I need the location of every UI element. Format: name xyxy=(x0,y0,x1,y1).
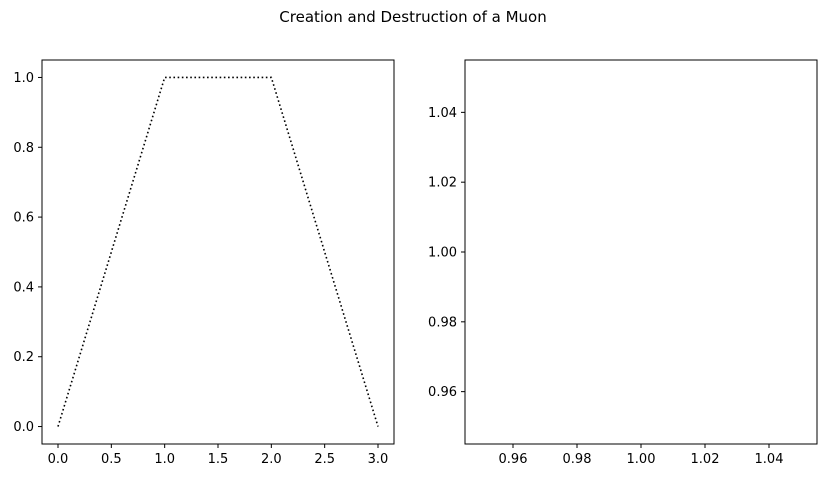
figure-suptitle: Creation and Destruction of a Muon xyxy=(279,8,546,26)
left-x-tick-label: 0.5 xyxy=(101,452,122,467)
right-axes-frame xyxy=(464,59,818,445)
left-y-tick-label: 0.0 xyxy=(13,420,34,435)
left-x-tick-label: 0.0 xyxy=(48,452,69,467)
left-axes-y-ticks: 0.0 0.2 0.4 0.6 0.8 1.0 xyxy=(13,71,42,435)
right-y-tick-label: 1.02 xyxy=(428,176,457,191)
right-axes-x-ticks: 0.96 0.98 1.00 1.02 1.04 xyxy=(499,444,784,467)
left-x-tick-label: 1.5 xyxy=(208,452,229,467)
right-y-tick-label: 0.98 xyxy=(428,315,457,330)
left-y-tick-label: 0.2 xyxy=(13,350,34,365)
right-x-tick-label: 0.96 xyxy=(499,452,528,467)
right-x-tick-label: 0.98 xyxy=(563,452,592,467)
left-axes-frame xyxy=(41,59,395,445)
left-y-tick-label: 0.6 xyxy=(13,211,34,226)
left-x-tick-label: 2.5 xyxy=(314,452,335,467)
right-axes: 0.96 0.98 1.00 1.02 1.04 0.96 0.98 1.00 1.02 1.0… xyxy=(428,59,818,467)
right-x-tick-label: 1.00 xyxy=(627,452,656,467)
left-series-line-0 xyxy=(57,76,379,427)
right-x-tick-label: 1.04 xyxy=(755,452,784,467)
left-axes-x-ticks: 0.0 0.5 1.0 1.5 2.0 2.5 3.0 xyxy=(48,444,389,467)
left-x-tick-label: 1.0 xyxy=(154,452,175,467)
left-y-tick-label: 0.8 xyxy=(13,141,34,156)
right-y-tick-label: 1.00 xyxy=(428,246,457,261)
right-y-tick-label: 0.96 xyxy=(428,385,457,400)
left-axes-lines xyxy=(57,76,379,427)
left-axes: 0.0 0.5 1.0 1.5 2.0 2.5 3.0 0.0 0.2 0.4 0.6 0.8 1.0 xyxy=(13,59,395,467)
left-x-tick-label: 3.0 xyxy=(368,452,389,467)
left-y-tick-label: 1.0 xyxy=(13,71,34,86)
left-x-tick-label: 2.0 xyxy=(261,452,282,467)
right-x-tick-label: 1.02 xyxy=(691,452,720,467)
right-y-tick-label: 1.04 xyxy=(428,106,457,121)
left-y-tick-label: 0.4 xyxy=(13,280,34,295)
right-axes-y-ticks: 0.96 0.98 1.00 1.02 1.04 xyxy=(428,106,465,400)
